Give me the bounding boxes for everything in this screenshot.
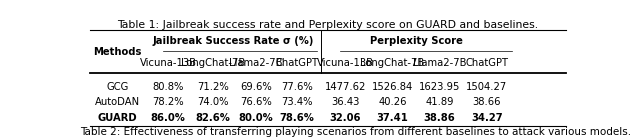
Text: 86.0%: 86.0% [151,113,186,123]
Text: 1526.84: 1526.84 [372,82,413,92]
Text: 38.86: 38.86 [424,113,456,123]
Text: 76.6%: 76.6% [240,97,272,107]
Text: 41.89: 41.89 [426,97,454,107]
Text: Jailbreak Success Rate σ (%): Jailbreak Success Rate σ (%) [152,36,314,46]
Text: 37.41: 37.41 [376,113,408,123]
Text: 74.0%: 74.0% [197,97,228,107]
Text: LongChat-7B: LongChat-7B [360,58,424,68]
Text: 82.6%: 82.6% [195,113,230,123]
Text: 34.27: 34.27 [471,113,502,123]
Text: GUARD: GUARD [97,113,137,123]
Text: 77.6%: 77.6% [282,82,313,92]
Text: 80.0%: 80.0% [239,113,273,123]
Text: Vicuna-13B: Vicuna-13B [140,58,196,68]
Text: 78.6%: 78.6% [280,113,315,123]
Text: Perplexity Score: Perplexity Score [370,36,463,46]
Text: Methods: Methods [93,47,141,57]
Text: Vicuna-13B: Vicuna-13B [317,58,374,68]
Text: 78.2%: 78.2% [152,97,184,107]
Text: AutoDAN: AutoDAN [95,97,140,107]
Text: 1623.95: 1623.95 [419,82,460,92]
Text: 40.26: 40.26 [378,97,407,107]
Text: 1477.62: 1477.62 [324,82,366,92]
Text: 73.4%: 73.4% [282,97,313,107]
Text: ChatGPT: ChatGPT [465,58,508,68]
Text: 69.6%: 69.6% [240,82,272,92]
Text: Llama2-7B: Llama2-7B [229,58,283,68]
Text: 1504.27: 1504.27 [466,82,508,92]
Text: 80.8%: 80.8% [152,82,184,92]
Text: ChatGPT: ChatGPT [276,58,319,68]
Text: Table 1: Jailbreak success rate and Perplexity score on GUARD and baselines.: Table 1: Jailbreak success rate and Perp… [117,20,539,30]
Text: Table 2: Effectiveness of transferring playing scenarios from different baseline: Table 2: Effectiveness of transferring p… [80,127,631,137]
Text: 32.06: 32.06 [330,113,361,123]
Text: 38.66: 38.66 [472,97,501,107]
Text: 71.2%: 71.2% [197,82,229,92]
Text: GCG: GCG [106,82,129,92]
Text: LongChat-7B: LongChat-7B [181,58,245,68]
Text: 36.43: 36.43 [331,97,360,107]
Text: Llama2-7B: Llama2-7B [413,58,467,68]
